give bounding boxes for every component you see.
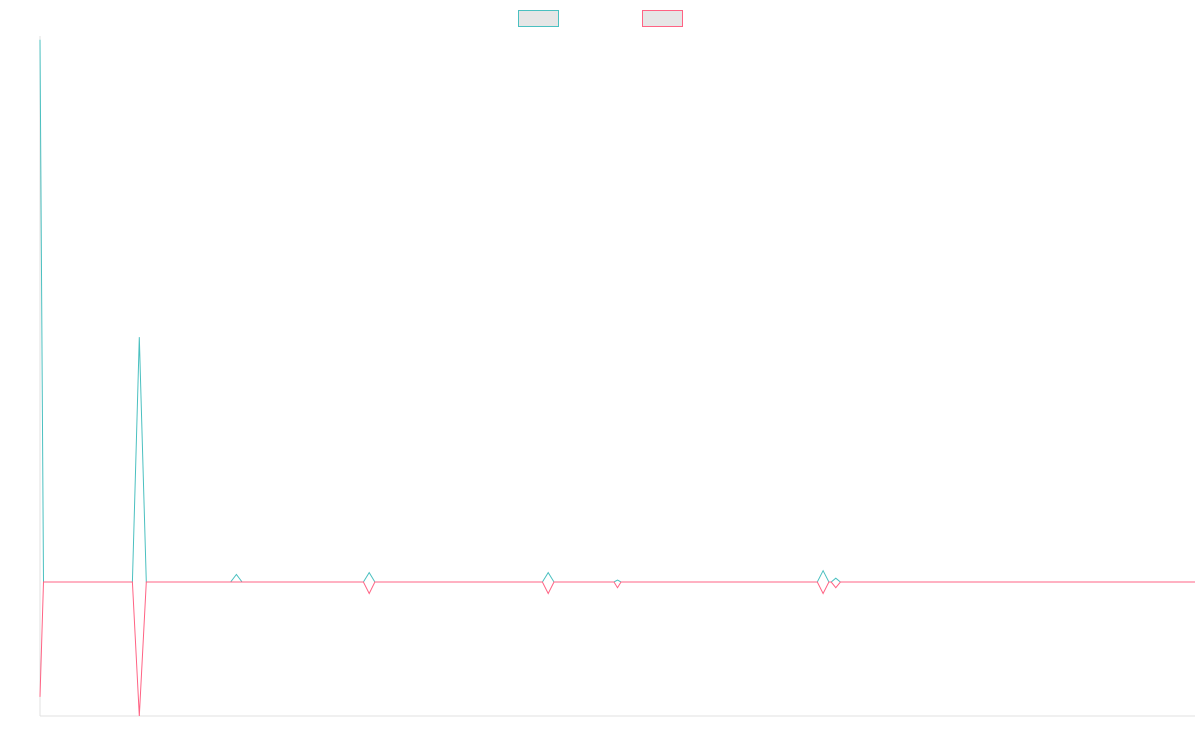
legend [518,10,683,27]
series-layer [39,39,1195,717]
series-line-2 [39,581,1195,717]
series-line-1 [39,39,1195,583]
legend-swatch-1[interactable] [518,10,559,27]
plot-area [39,36,1195,717]
legend-swatch-2[interactable] [642,10,683,27]
